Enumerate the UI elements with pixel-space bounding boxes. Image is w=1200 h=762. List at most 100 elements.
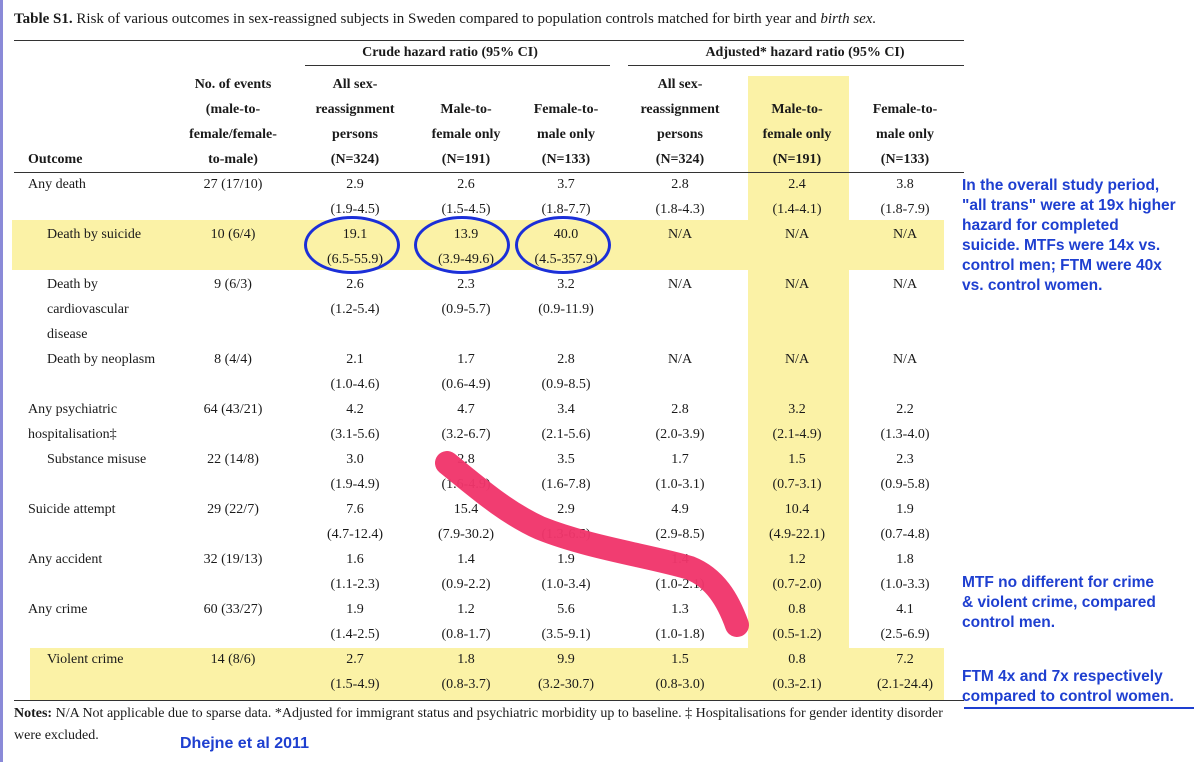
confidence-interval-cell: (1.0-1.8) (655, 627, 705, 642)
annotation-line: & violent crime, compared (962, 594, 1156, 611)
outcome-header: Outcome (28, 152, 83, 167)
confidence-interval-cell: (1.3-4.0) (880, 427, 930, 442)
hazard-ratio-cell: N/A (892, 352, 918, 367)
column-header-line: persons (657, 127, 703, 142)
confidence-interval-cell: (3.2-6.7) (441, 427, 491, 442)
events-cell: 64 (43/21) (203, 402, 263, 417)
hazard-ratio-cell: 15.4 (453, 502, 479, 517)
confidence-interval-cell: (0.9-11.9) (538, 302, 594, 317)
hazard-ratio-cell: N/A (784, 227, 810, 242)
confidence-interval-cell: (0.3-2.1) (772, 677, 822, 692)
annotation-crime-mtf: MTF no different for crime & violent cri… (962, 573, 1156, 633)
column-header-line: All sex- (332, 77, 378, 92)
confidence-interval-cell: (4.9-22.1) (769, 527, 825, 542)
annotation-suicide: In the overall study period, "all trans"… (962, 176, 1176, 296)
hazard-ratio-cell: 3.7 (557, 177, 575, 192)
hazard-ratio-cell: 2.4 (788, 177, 806, 192)
hazard-ratio-cell: N/A (667, 277, 693, 292)
hazard-ratio-cell: 2.7 (346, 652, 364, 667)
hazard-ratio-cell: 7.6 (346, 502, 364, 517)
annotation-line: "all trans" were at 19x higher (962, 197, 1176, 214)
annotation-line: FTM 4x and 7x respectively (962, 668, 1163, 685)
circle-annotation-ftm-crude (515, 216, 611, 274)
hazard-ratio-cell: 2.6 (346, 277, 364, 292)
confidence-interval-cell: (3.2-30.7) (538, 677, 594, 692)
hazard-ratio-cell: N/A (667, 227, 693, 242)
events-cell: 27 (17/10) (203, 177, 263, 192)
confidence-interval-cell: (1.0-3.1) (655, 477, 705, 492)
notes-text: N/A Not applicable due to sparse data. *… (14, 706, 943, 743)
confidence-interval-cell: (0.8-3.0) (655, 677, 705, 692)
confidence-interval-cell: (1.5-4.9) (330, 677, 380, 692)
column-header-line: No. of events (194, 77, 272, 92)
hazard-ratio-cell: N/A (892, 227, 918, 242)
hazard-ratio-cell: 3.0 (346, 452, 364, 467)
page-edge-line (0, 0, 3, 762)
caption-emphasis: birth sex. (820, 11, 877, 27)
hazard-ratio-cell: 9.9 (557, 652, 575, 667)
column-header-line: (N=133) (880, 152, 930, 167)
confidence-interval-cell: (1.0-3.3) (880, 577, 930, 592)
hazard-ratio-cell: 1.4 (457, 552, 475, 567)
annotation-line: control men; FTM were 40x (962, 257, 1162, 274)
confidence-interval-cell: (1.2-5.4) (330, 302, 380, 317)
hazard-ratio-cell: 1.7 (671, 452, 689, 467)
confidence-interval-cell: (2.1-4.9) (772, 427, 822, 442)
hazard-ratio-cell: 0.8 (788, 602, 806, 617)
outcome-label: Any death (28, 177, 86, 192)
confidence-interval-cell: (3.1-5.6) (330, 427, 380, 442)
hazard-ratio-cell: 2.8 (671, 402, 689, 417)
column-header-line: (N=133) (541, 152, 591, 167)
column-header-line: to-male) (208, 152, 258, 167)
confidence-interval-cell: (1.4-2.5) (330, 627, 380, 642)
hazard-ratio-cell: 2.3 (896, 452, 914, 467)
hazard-ratio-cell: 2.3 (457, 277, 475, 292)
column-header-line: (male-to- (205, 102, 261, 117)
outcome-label: hospitalisation‡ (28, 427, 117, 442)
confidence-interval-cell: (1.9-4.5) (330, 202, 380, 217)
outcome-label: Death by (47, 277, 98, 292)
column-header-line: female only (431, 127, 501, 142)
confidence-interval-cell: (2.1-24.4) (877, 677, 933, 692)
hazard-ratio-cell: 1.8 (896, 552, 914, 567)
confidence-interval-cell: (1.0-4.6) (330, 377, 380, 392)
confidence-interval-cell: (1.8-7.7) (541, 202, 591, 217)
annotation-line: In the overall study period, (962, 177, 1160, 194)
confidence-interval-cell: (3.5-9.1) (541, 627, 591, 642)
hazard-ratio-cell: 2.9 (557, 502, 575, 517)
column-header-line: male only (537, 127, 595, 142)
annotation-line: hazard for completed (962, 217, 1119, 234)
hazard-ratio-cell: 1.5 (671, 652, 689, 667)
annotation-line: control men. (962, 614, 1056, 631)
confidence-interval-cell: (0.8-1.7) (441, 627, 491, 642)
hazard-ratio-cell: 2.8 (671, 177, 689, 192)
annotation-underline (964, 707, 1194, 709)
hazard-ratio-cell: N/A (892, 277, 918, 292)
column-header-line: (N=191) (772, 152, 822, 167)
hazard-ratio-cell: 3.2 (788, 402, 806, 417)
annotation-crime-ftm: FTM 4x and 7x respectively compared to c… (962, 667, 1174, 707)
confidence-interval-cell: (0.5-1.2) (772, 627, 822, 642)
hazard-ratio-cell: 1.2 (788, 552, 806, 567)
hazard-ratio-cell: 1.8 (457, 652, 475, 667)
hazard-ratio-cell: 3.2 (557, 277, 575, 292)
hazard-ratio-cell: 3.5 (557, 452, 575, 467)
column-header-line: male only (876, 127, 934, 142)
hazard-ratio-cell: 10.4 (784, 502, 810, 517)
events-cell: 9 (6/3) (214, 277, 252, 292)
highlight-violent-crime-row (30, 648, 944, 700)
bottom-rule (14, 700, 964, 701)
column-header-line: Female-to- (533, 102, 599, 117)
outcome-label: Death by neoplasm (47, 352, 156, 367)
events-cell: 60 (33/27) (203, 602, 263, 617)
confidence-interval-cell: (1.4-4.1) (772, 202, 822, 217)
annotation-line: vs. control women. (962, 277, 1103, 294)
outcome-label: Death by suicide (47, 227, 142, 242)
hazard-ratio-cell: 4.1 (896, 602, 914, 617)
table-notes: Notes: N/A Not applicable due to sparse … (14, 703, 954, 747)
confidence-interval-cell: (1.9-4.9) (330, 477, 380, 492)
notes-label: Notes: (14, 706, 53, 721)
confidence-interval-cell: (0.7-4.8) (880, 527, 930, 542)
events-cell: 22 (14/8) (207, 452, 259, 467)
